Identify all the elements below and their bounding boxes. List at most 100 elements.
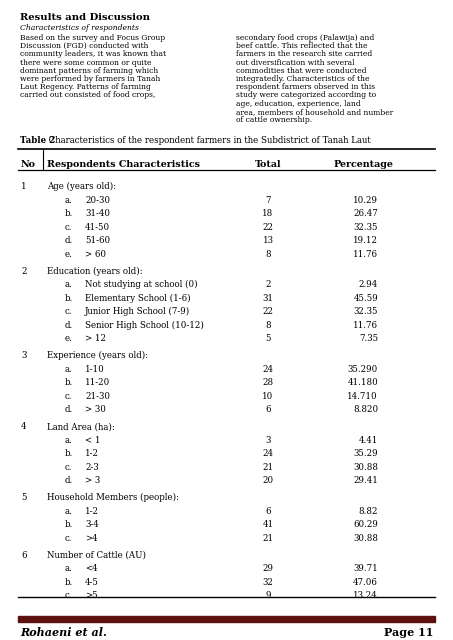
Text: 24: 24	[262, 365, 274, 374]
Text: 2: 2	[21, 267, 26, 276]
Text: 41.180: 41.180	[347, 378, 378, 387]
Text: a.: a.	[65, 196, 73, 205]
Text: 30.88: 30.88	[353, 463, 378, 472]
Text: 3: 3	[265, 436, 271, 445]
Text: Junior High School (7-9): Junior High School (7-9)	[85, 307, 190, 316]
Text: Table 2: Table 2	[20, 136, 55, 145]
Text: community leaders, it was known that: community leaders, it was known that	[20, 51, 166, 58]
Text: commodities that were conducted: commodities that were conducted	[236, 67, 366, 75]
Text: 6: 6	[21, 550, 26, 560]
Text: carried out consisted of food crops,: carried out consisted of food crops,	[20, 92, 155, 99]
Text: 1-2: 1-2	[85, 507, 99, 516]
Text: d.: d.	[65, 321, 73, 330]
Text: b.: b.	[65, 578, 73, 587]
Text: 20: 20	[262, 476, 274, 485]
Text: b.: b.	[65, 294, 73, 303]
Text: < 1: < 1	[85, 436, 101, 445]
Text: 39.71: 39.71	[353, 564, 378, 573]
Text: 41-50: 41-50	[85, 223, 110, 232]
Text: 21-30: 21-30	[85, 392, 110, 401]
Text: respondent farmers observed in this: respondent farmers observed in this	[236, 83, 375, 92]
Text: c.: c.	[65, 223, 72, 232]
Text: c.: c.	[65, 534, 72, 543]
Text: > 3: > 3	[85, 476, 100, 485]
Text: 28: 28	[262, 378, 274, 387]
Text: 13: 13	[262, 236, 274, 245]
Text: dominant patterns of farming which: dominant patterns of farming which	[20, 67, 158, 75]
Text: were performed by farmers in Tanah: were performed by farmers in Tanah	[20, 75, 160, 83]
Text: 19.12: 19.12	[353, 236, 378, 245]
Text: 24: 24	[262, 449, 274, 458]
Text: 8.82: 8.82	[358, 507, 378, 516]
Text: 6: 6	[265, 507, 271, 516]
Text: secondary food crops (Palawija) and: secondary food crops (Palawija) and	[236, 34, 374, 42]
Text: 32.35: 32.35	[353, 223, 378, 232]
Text: 47.06: 47.06	[353, 578, 378, 587]
Text: Land Area (ha):: Land Area (ha):	[47, 422, 115, 431]
Text: Page 11: Page 11	[384, 627, 433, 638]
Text: a.: a.	[65, 507, 73, 516]
Text: c.: c.	[65, 591, 72, 600]
Text: 30.88: 30.88	[353, 534, 378, 543]
Text: Senior High School (10-12): Senior High School (10-12)	[85, 321, 204, 330]
Text: 1-10: 1-10	[85, 365, 105, 374]
Text: d.: d.	[65, 236, 73, 245]
Text: 6: 6	[265, 405, 271, 414]
Text: c.: c.	[65, 307, 72, 316]
Text: 1: 1	[21, 182, 27, 191]
Text: Age (years old):: Age (years old):	[47, 182, 116, 191]
Text: beef cattle. This reflected that the: beef cattle. This reflected that the	[236, 42, 367, 50]
Text: 29: 29	[262, 564, 274, 573]
Text: 32: 32	[263, 578, 274, 587]
Text: Number of Cattle (AU): Number of Cattle (AU)	[47, 550, 146, 560]
Text: 32.35: 32.35	[353, 307, 378, 316]
Text: 41: 41	[262, 520, 274, 529]
Text: d.: d.	[65, 405, 73, 414]
Text: 8: 8	[265, 250, 271, 259]
Text: farmers in the research site carried: farmers in the research site carried	[236, 51, 372, 58]
Text: d.: d.	[65, 476, 73, 485]
Text: <4: <4	[85, 564, 98, 573]
Text: of cattle ownership.: of cattle ownership.	[236, 116, 312, 124]
Text: b.: b.	[65, 449, 73, 458]
Text: there were some common or quite: there were some common or quite	[20, 59, 151, 67]
Text: b.: b.	[65, 378, 73, 387]
Text: out diversification with several: out diversification with several	[236, 59, 355, 67]
Text: 7: 7	[265, 196, 271, 205]
Text: Percentage: Percentage	[333, 160, 393, 169]
Text: Household Members (people):: Household Members (people):	[47, 493, 179, 502]
Text: 13.24: 13.24	[353, 591, 378, 600]
Text: 11.76: 11.76	[353, 321, 378, 330]
Text: 4-5: 4-5	[85, 578, 99, 587]
Text: b.: b.	[65, 209, 73, 218]
Text: 26.47: 26.47	[353, 209, 378, 218]
Text: age, education, experience, land: age, education, experience, land	[236, 100, 361, 108]
Text: Results and Discussion: Results and Discussion	[20, 13, 150, 22]
Text: 35.29: 35.29	[353, 449, 378, 458]
Text: >5: >5	[85, 591, 98, 600]
Text: 9: 9	[265, 591, 271, 600]
Text: : Characteristics of the respondent farmers in the Subdistrict of Tanah Laut: : Characteristics of the respondent farm…	[43, 136, 370, 145]
Text: 10: 10	[262, 392, 274, 401]
Text: 31: 31	[262, 294, 274, 303]
Bar	[18, 616, 435, 622]
Text: 8: 8	[265, 321, 271, 330]
Text: 45.59: 45.59	[353, 294, 378, 303]
Text: 22: 22	[262, 307, 274, 316]
Text: 2: 2	[265, 280, 271, 289]
Text: 4.41: 4.41	[359, 436, 378, 445]
Text: a.: a.	[65, 365, 73, 374]
Text: > 30: > 30	[85, 405, 106, 414]
Text: c.: c.	[65, 463, 72, 472]
Text: Education (years old):: Education (years old):	[47, 267, 143, 276]
Text: >4: >4	[85, 534, 98, 543]
Text: 7.35: 7.35	[359, 334, 378, 343]
Text: 2.94: 2.94	[359, 280, 378, 289]
Text: 2-3: 2-3	[85, 463, 99, 472]
Text: 1-2: 1-2	[85, 449, 99, 458]
Text: Rohaeni et al.: Rohaeni et al.	[20, 627, 107, 638]
Text: No: No	[21, 160, 36, 169]
Text: 5: 5	[21, 493, 26, 502]
Text: Characteristics of respondents: Characteristics of respondents	[20, 24, 139, 32]
Text: 21: 21	[262, 534, 274, 543]
